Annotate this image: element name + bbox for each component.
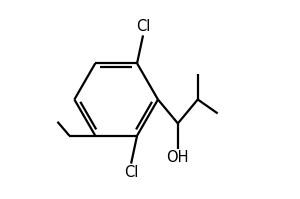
Text: Cl: Cl [124,165,138,179]
Text: OH: OH [167,150,189,165]
Text: Cl: Cl [136,20,150,34]
